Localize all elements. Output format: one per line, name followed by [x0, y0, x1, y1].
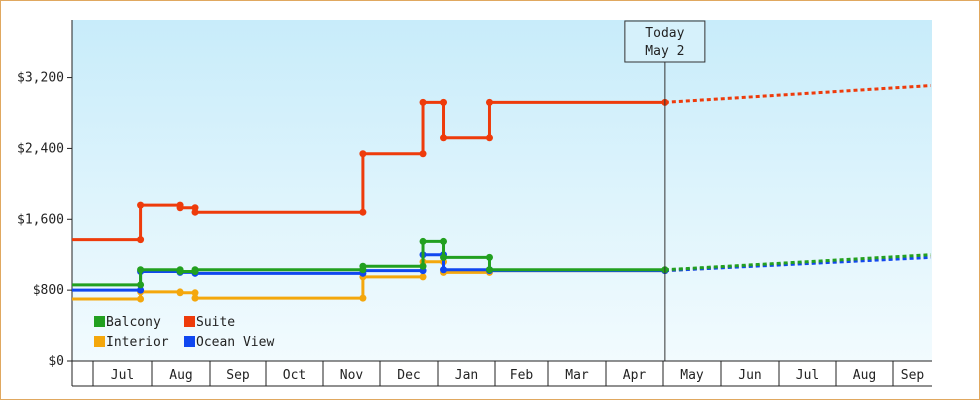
legend-label-suite: Suite: [196, 315, 235, 330]
legend-swatch-balcony: [94, 316, 105, 327]
x-tick-label: Dec: [397, 368, 420, 383]
data-point-balcony: [485, 253, 493, 261]
legend-swatch-suite: [184, 316, 195, 327]
legend-label-ocean-view: Ocean View: [196, 335, 274, 350]
projection-line-balcony: [664, 253, 931, 272]
series-line-interior: [72, 260, 665, 301]
data-point-suite: [137, 201, 145, 209]
data-point-balcony: [440, 253, 448, 261]
x-tick-label: May: [680, 368, 704, 383]
y-tick-label: $2,400: [17, 141, 64, 156]
x-tick-label: Jun: [738, 368, 761, 383]
x-tick-label: Apr: [623, 368, 647, 383]
legend-swatch-interior: [94, 336, 105, 347]
y-tick-label: $0: [48, 354, 64, 369]
today-box: [624, 20, 706, 63]
x-tick-label: Sep: [226, 368, 250, 383]
y-tick-label: $800: [33, 283, 64, 298]
y-tick-label: $3,200: [17, 71, 64, 86]
x-tick-label: Aug: [169, 368, 192, 383]
data-point-suite: [191, 208, 199, 216]
series-line-suite: [72, 100, 665, 242]
today-date-label: May 2: [645, 44, 684, 59]
data-point-balcony: [419, 237, 427, 245]
data-point-balcony: [485, 266, 493, 274]
data-point-suite: [485, 134, 493, 142]
data-point-balcony: [137, 266, 145, 274]
data-point-balcony: [191, 266, 199, 274]
data-point-suite: [440, 98, 448, 106]
data-point-balcony: [440, 237, 448, 245]
legend-swatch-ocean-view: [184, 336, 195, 347]
data-point-balcony: [419, 262, 427, 270]
x-tick-label: Feb: [510, 368, 534, 383]
data-point-balcony: [137, 281, 145, 289]
data-point-suite: [176, 204, 184, 212]
y-tick-label: $1,600: [17, 212, 64, 227]
x-tick-label: Oct: [283, 368, 306, 383]
data-point-suite: [359, 208, 367, 216]
data-point-suite: [440, 134, 448, 142]
x-tick-label: Jan: [455, 368, 478, 383]
data-point-suite: [419, 150, 427, 158]
data-point-interior: [419, 273, 427, 281]
data-point-interior: [176, 289, 184, 297]
data-point-interior: [137, 295, 145, 303]
x-tick-label: Nov: [340, 368, 364, 383]
plot-area: [72, 20, 932, 361]
data-point-balcony: [359, 262, 367, 270]
data-point-interior: [359, 294, 367, 302]
x-tick-label: Aug: [853, 368, 876, 383]
today-label: Today: [645, 26, 684, 41]
data-point-ocean-view: [440, 266, 448, 274]
data-point-ocean-view: [137, 286, 145, 294]
legend-label-interior: Interior: [106, 335, 169, 350]
data-point-balcony: [176, 268, 184, 276]
data-point-suite: [137, 236, 145, 244]
legend-label-balcony: Balcony: [106, 315, 161, 330]
x-tick-label: Mar: [565, 368, 589, 383]
projection-line-suite: [664, 84, 931, 104]
x-tick-label: Sep: [901, 368, 925, 383]
x-tick-label: Jul: [796, 368, 819, 383]
x-tick-label: Jul: [111, 368, 134, 383]
data-point-suite: [485, 98, 493, 106]
data-point-interior: [191, 294, 199, 302]
data-point-suite: [359, 150, 367, 158]
data-point-suite: [419, 98, 427, 106]
data-point-interior: [191, 289, 199, 297]
